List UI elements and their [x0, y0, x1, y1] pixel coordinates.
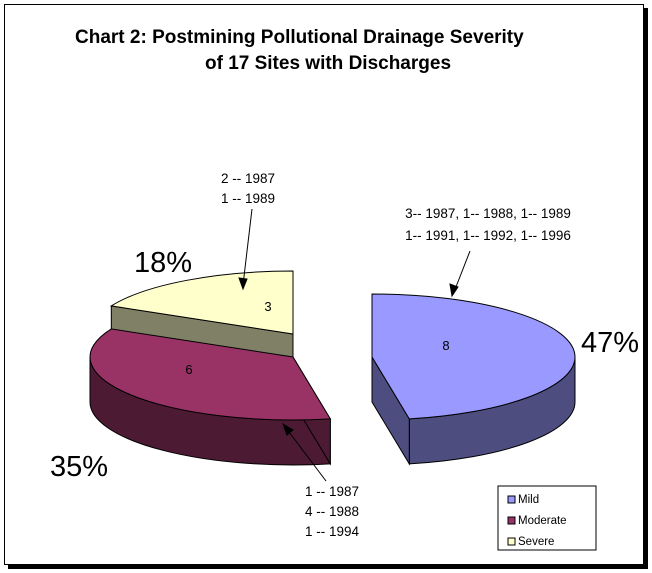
legend-swatch-mild: [507, 495, 516, 504]
chart-title-line2: of 17 Sites with Discharges: [205, 53, 451, 74]
leader-line-moderate: [285, 427, 327, 482]
annotation-mild-line2: 1-- 1991, 1-- 1992, 1-- 1996: [405, 228, 571, 243]
chart-frame: [4, 4, 644, 565]
leader-line-severe: [242, 208, 253, 286]
annotation-mild-line1: 3-- 1987, 1-- 1988, 1-- 1989: [405, 206, 571, 221]
slice-moderate: [89, 328, 332, 466]
annotation-moderate-line1: 1 -- 1987: [305, 484, 359, 499]
slice-severe-value: 3: [264, 299, 271, 314]
leader-arrowhead-severe: [238, 277, 248, 291]
annotation-severe-line2: 1 -- 1989: [221, 191, 275, 206]
frame-shadow-right: [644, 8, 648, 569]
frame-shadow-bottom: [8, 565, 648, 569]
slice-mild-value: 8: [442, 338, 449, 353]
slice-moderate-value: 6: [185, 362, 192, 377]
legend-swatch-moderate: [507, 516, 516, 525]
slice-severe-top: [109, 270, 294, 335]
annotation-severe-line1: 2 -- 1987: [221, 171, 275, 186]
leader-arrowhead-moderate: [282, 422, 294, 436]
slice-mild: [371, 293, 576, 466]
annotation-moderate-line3: 1 -- 1994: [305, 524, 360, 539]
legend: Mild Moderate Severe: [497, 485, 597, 551]
legend-label-severe: Severe: [518, 536, 554, 548]
slice-moderate-percent: 35%: [50, 451, 108, 483]
slice-severe-percent: 18%: [134, 247, 192, 279]
annotation-moderate-line2: 4 -- 1988: [305, 504, 359, 519]
legend-label-moderate: Moderate: [518, 515, 567, 527]
slice-mild-percent: 47%: [581, 327, 639, 359]
slice-moderate-top: [89, 328, 332, 421]
legend-label-mild: Mild: [518, 494, 539, 506]
leader-line-mild: [453, 250, 471, 293]
legend-swatch-severe: [507, 537, 516, 546]
leader-arrowhead-mild: [449, 283, 459, 298]
chart-title-line1: Chart 2: Postmining Pollutional Drainage…: [75, 27, 524, 48]
slice-mild-top: [371, 293, 576, 420]
